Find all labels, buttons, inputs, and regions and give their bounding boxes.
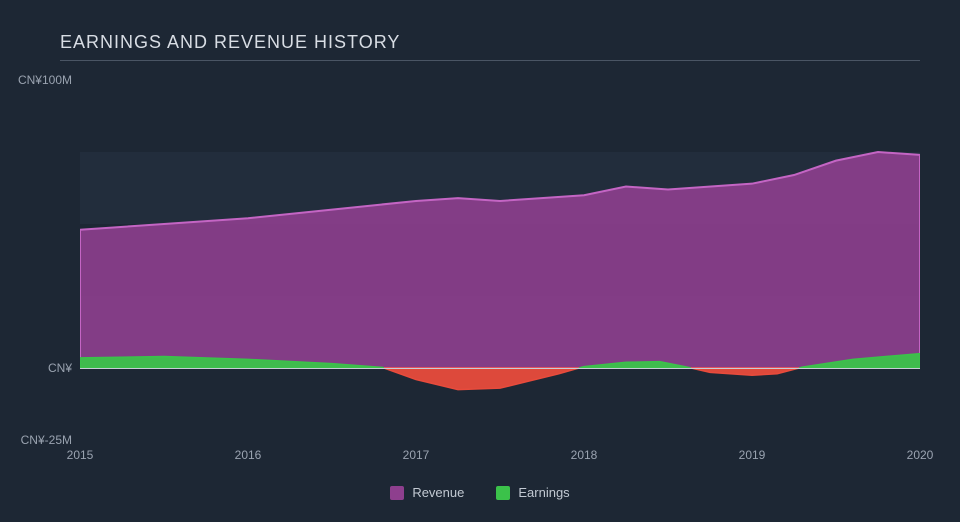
x-tick-label: 2017 (403, 448, 430, 462)
plot-area: CN¥-25MCN¥CN¥100M20152016201720182019202… (80, 80, 920, 440)
chart-title: EARNINGS AND REVENUE HISTORY (60, 32, 400, 53)
area-earnings-negative (384, 368, 579, 390)
legend-swatch-earnings (496, 486, 510, 500)
legend-swatch-revenue (390, 486, 404, 500)
y-tick-label: CN¥-25M (21, 433, 72, 447)
title-underline (60, 60, 920, 61)
x-tick-label: 2016 (235, 448, 262, 462)
legend: Revenue Earnings (0, 485, 960, 500)
x-tick-label: 2019 (739, 448, 766, 462)
x-tick-label: 2015 (67, 448, 94, 462)
x-tick-label: 2020 (907, 448, 934, 462)
legend-item-earnings: Earnings (496, 485, 569, 500)
y-tick-label: CN¥ (48, 361, 72, 375)
chart-container: EARNINGS AND REVENUE HISTORY CN¥-25MCN¥C… (0, 0, 960, 522)
x-tick-label: 2018 (571, 448, 598, 462)
legend-label-revenue: Revenue (412, 485, 464, 500)
area-revenue (80, 152, 920, 368)
area-svg (80, 80, 920, 440)
zero-line (80, 368, 920, 369)
legend-item-revenue: Revenue (390, 485, 464, 500)
legend-label-earnings: Earnings (518, 485, 569, 500)
y-tick-label: CN¥100M (18, 73, 72, 87)
area-earnings-negative (691, 368, 799, 375)
